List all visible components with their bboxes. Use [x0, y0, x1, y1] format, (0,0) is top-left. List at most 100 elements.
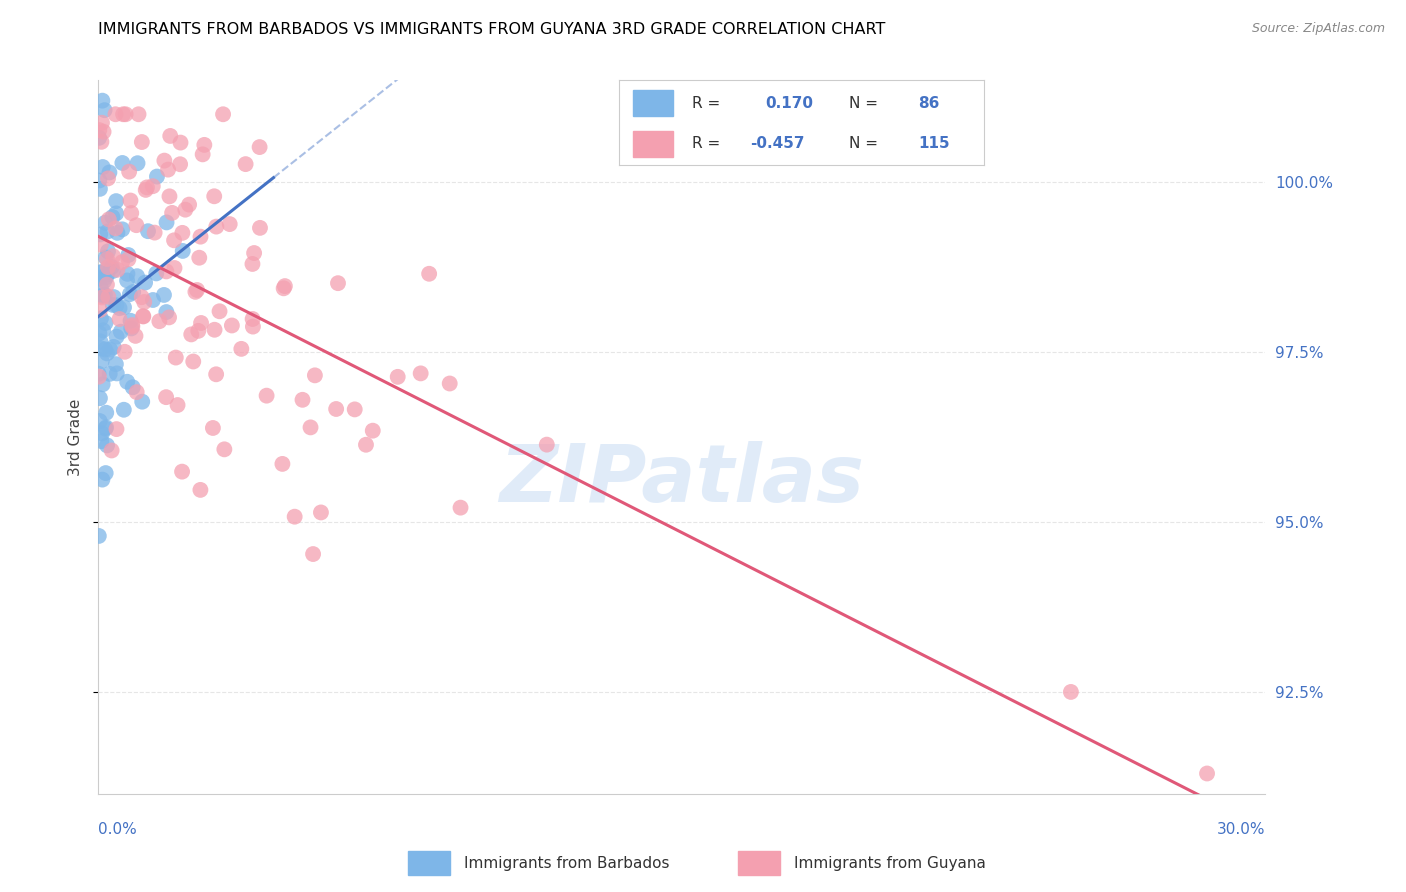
Point — [155, 264, 177, 278]
Point — [96, 225, 118, 239]
Y-axis label: 3rd Grade: 3rd Grade — [67, 399, 83, 475]
Text: IMMIGRANTS FROM BARBADOS VS IMMIGRANTS FROM GUYANA 3RD GRADE CORRELATION CHART: IMMIGRANTS FROM BARBADOS VS IMMIGRANTS F… — [98, 22, 886, 37]
Point — [128, 107, 150, 121]
Point — [172, 244, 194, 258]
Bar — [738, 851, 780, 875]
Point — [101, 210, 124, 224]
Point — [94, 216, 117, 230]
Point — [97, 212, 120, 227]
Point — [87, 130, 110, 145]
Text: 0.0%: 0.0% — [98, 822, 138, 838]
Bar — [408, 851, 450, 875]
Point — [94, 422, 117, 436]
Point — [111, 255, 134, 269]
Point — [181, 354, 204, 368]
Point — [101, 264, 124, 278]
Point — [157, 310, 180, 325]
Point — [184, 285, 207, 299]
Point — [193, 137, 215, 152]
Point — [94, 420, 117, 434]
Point — [186, 283, 208, 297]
Point — [131, 135, 153, 149]
Point — [89, 303, 111, 318]
Point — [89, 173, 111, 187]
Point — [91, 323, 114, 337]
Point — [114, 344, 136, 359]
Point — [180, 327, 202, 342]
Point — [120, 206, 142, 220]
Point — [115, 375, 138, 389]
Point — [101, 298, 124, 312]
Point — [94, 288, 117, 302]
Point — [121, 318, 143, 332]
Point — [284, 509, 307, 524]
Point — [89, 414, 111, 428]
Point — [90, 237, 112, 252]
Point — [94, 251, 117, 265]
Point — [91, 94, 114, 108]
Point — [439, 376, 461, 391]
Point — [94, 466, 117, 480]
Point — [98, 165, 121, 179]
Point — [91, 290, 114, 304]
Point — [190, 316, 212, 330]
Text: 30.0%: 30.0% — [1218, 822, 1265, 838]
Text: Immigrants from Guyana: Immigrants from Guyana — [794, 855, 986, 871]
Point — [214, 442, 236, 457]
Bar — [633, 131, 673, 157]
Point — [536, 437, 558, 451]
Point — [97, 290, 120, 304]
Point — [153, 153, 176, 168]
Point — [235, 157, 257, 171]
Point — [97, 244, 120, 259]
Point — [136, 224, 159, 238]
Point — [249, 140, 271, 154]
Point — [101, 249, 124, 263]
Point — [89, 334, 111, 349]
Point — [120, 314, 142, 328]
Point — [121, 319, 143, 334]
Point — [87, 529, 110, 543]
Point — [256, 389, 278, 403]
Point — [418, 267, 440, 281]
Point — [90, 342, 112, 356]
Point — [243, 246, 266, 260]
Point — [131, 394, 153, 409]
Point — [212, 107, 235, 121]
Point — [132, 310, 155, 324]
Point — [242, 319, 264, 334]
Point — [221, 318, 243, 333]
Point — [242, 312, 264, 326]
Point — [91, 160, 114, 174]
Point — [309, 505, 332, 519]
Point — [205, 368, 228, 382]
Point — [122, 285, 145, 299]
Point — [90, 354, 112, 368]
Point — [91, 426, 114, 441]
Point — [118, 287, 141, 301]
Point — [90, 135, 112, 149]
Point — [104, 107, 127, 121]
Point — [94, 270, 117, 285]
Text: 115: 115 — [918, 136, 950, 152]
Point — [90, 311, 112, 326]
Point — [354, 438, 377, 452]
Point — [93, 274, 115, 288]
Point — [163, 233, 186, 247]
Text: -0.457: -0.457 — [751, 136, 804, 152]
Point — [105, 422, 128, 436]
Point — [89, 391, 111, 405]
Point — [117, 248, 139, 262]
Point — [112, 402, 135, 417]
Point — [96, 406, 118, 420]
Point — [273, 281, 295, 295]
Point — [157, 162, 180, 177]
Point — [117, 252, 139, 267]
Point — [177, 197, 200, 211]
Point — [121, 380, 143, 394]
Point — [136, 180, 159, 194]
Point — [169, 136, 191, 150]
Text: 86: 86 — [918, 95, 939, 111]
Point — [114, 107, 136, 121]
Point — [90, 265, 112, 279]
